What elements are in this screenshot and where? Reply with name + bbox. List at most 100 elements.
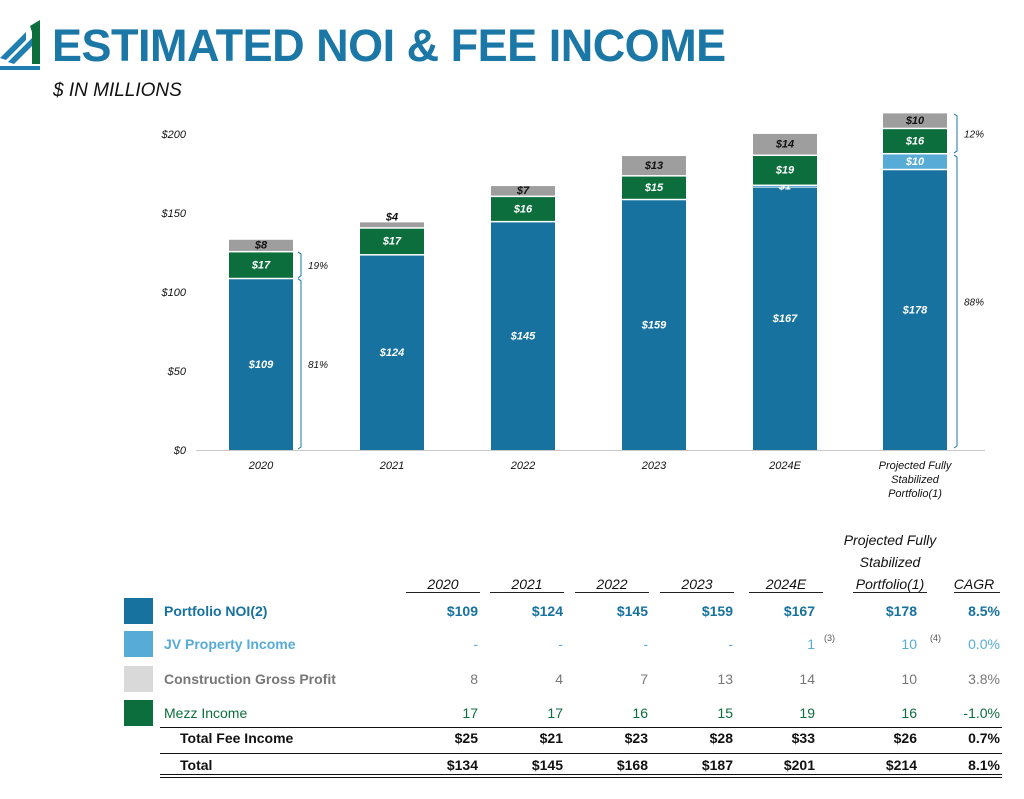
table-header-projected-line-2: Stabilized (859, 554, 921, 570)
table-header-cagr: CAGR (953, 576, 995, 592)
legend-swatch (124, 666, 153, 692)
table-cell: $26 (893, 730, 917, 746)
bar-label: $17 (251, 259, 271, 271)
x-tick-label: 2020 (248, 460, 274, 472)
logo-stripe-2 (8, 38, 32, 64)
table-cell: 10 (901, 636, 917, 652)
table-cell: $145 (531, 757, 563, 773)
y-tick-label: $50 (167, 366, 187, 378)
table-cagr-cell: -1.0% (963, 705, 1000, 721)
legend-swatch (124, 700, 153, 726)
pct-noi-2020-bracket (297, 278, 302, 450)
logo (0, 20, 40, 70)
table-rule-total (160, 753, 1002, 754)
table-header-underline (660, 592, 734, 593)
table-cell: $33 (791, 730, 815, 746)
x-tick-label: 2021 (379, 460, 404, 472)
x-tick-label: 2022 (510, 460, 535, 472)
table-header-col: 2022 (596, 576, 628, 592)
table-header-col: 2024E (765, 576, 807, 592)
bar-portfolio-noi (753, 187, 817, 450)
bar-mezz-income (883, 129, 947, 153)
bar-construction-gross-profit (360, 222, 424, 228)
table-cagr-cell: 0.0% (968, 636, 1000, 652)
table-row-label: Total (180, 757, 213, 773)
bar-label: $14 (775, 138, 794, 150)
table-cell: $21 (539, 730, 563, 746)
bar-portfolio-noi (491, 222, 555, 450)
table-header-underline (954, 592, 1000, 593)
bar-construction-gross-profit (753, 133, 817, 155)
bar-label: $10 (905, 156, 925, 168)
logo-bar (30, 20, 40, 64)
table-cell: $187 (701, 757, 733, 773)
table-footnote-marker: (3) (824, 633, 835, 643)
x-tick-label: 2023 (641, 460, 667, 472)
table-cell: $167 (783, 603, 815, 619)
bar-label: $8 (254, 240, 268, 252)
table-cagr-cell: 8.5% (968, 603, 1000, 619)
table-cell: 4 (555, 671, 563, 687)
bar-label: $124 (379, 347, 404, 359)
table-rule-bottom (160, 774, 1002, 775)
bar-construction-gross-profit (622, 156, 686, 176)
bar-label: $15 (644, 182, 664, 194)
table-header-underline (749, 592, 823, 593)
table-cell: 15 (717, 705, 733, 721)
table-header-col: 2021 (511, 576, 543, 592)
y-tick-label: $0 (173, 445, 187, 457)
pct-noi-projected-bracket (953, 154, 958, 449)
table-row-label: Construction Gross Profit (164, 671, 336, 687)
table-cell: $124 (531, 603, 563, 619)
bar-portfolio-noi (229, 279, 293, 450)
x-tick-label: 2024E (768, 460, 801, 472)
bar-label: $7 (516, 185, 530, 197)
table-cell: $23 (624, 730, 648, 746)
table-cell: $28 (709, 730, 733, 746)
pct-fee-projected-bracket (953, 113, 958, 154)
bar-construction-gross-profit (491, 186, 555, 196)
table-cell: 16 (901, 705, 917, 721)
y-tick-label: $100 (161, 287, 187, 299)
table-header-underline (575, 592, 649, 593)
table-cell: 19 (799, 705, 815, 721)
table-row-label: Mezz Income (164, 705, 248, 721)
bar-construction-gross-profit (883, 113, 947, 128)
bar-label: $167 (772, 313, 798, 325)
table-cagr-cell: 8.1% (968, 757, 1000, 773)
bar-mezz-income (753, 156, 817, 185)
bar-mezz-income (229, 252, 293, 278)
table-rule-fee-total (160, 727, 1002, 728)
table-cell: $109 (446, 603, 478, 619)
pct-noi-projected-label: 88% (964, 297, 984, 308)
table-header-underline (490, 592, 564, 593)
bar-mezz-income (491, 197, 555, 221)
table-header-underline (406, 592, 480, 593)
bar-label: $19 (775, 165, 795, 177)
bar-label: $159 (641, 319, 667, 331)
table-header-projected-line-1: Projected Fully (843, 532, 937, 548)
x-tick-label: Stabilized (891, 474, 940, 486)
bar-portfolio-noi (622, 200, 686, 450)
table-cell: 10 (901, 671, 917, 687)
table-cell: $168 (616, 757, 648, 773)
logo-base (0, 66, 40, 70)
table-cell: 14 (799, 671, 815, 687)
table-row-label: Total Fee Income (180, 730, 294, 746)
legend-swatch (124, 598, 153, 624)
table-cell: $134 (446, 757, 478, 773)
bar-construction-gross-profit (229, 239, 293, 251)
table-row-label: JV Property Income (164, 636, 296, 652)
x-tick-label: Portfolio(1) (888, 488, 942, 500)
table-row-label: Portfolio NOI(2) (164, 603, 268, 619)
bar-portfolio-noi (360, 255, 424, 450)
page-title: ESTIMATED NOI & FEE INCOME (52, 20, 726, 71)
bar-label: $109 (248, 359, 274, 371)
table-cell: 13 (717, 671, 733, 687)
table-cell: 8 (470, 671, 478, 687)
table-header-col: 2023 (681, 576, 713, 592)
table-cell: - (728, 636, 733, 652)
table-cagr-cell: 3.8% (968, 671, 1000, 687)
pct-noi-2020-label: 81% (308, 360, 328, 371)
table-footnote-marker: (4) (930, 633, 941, 643)
